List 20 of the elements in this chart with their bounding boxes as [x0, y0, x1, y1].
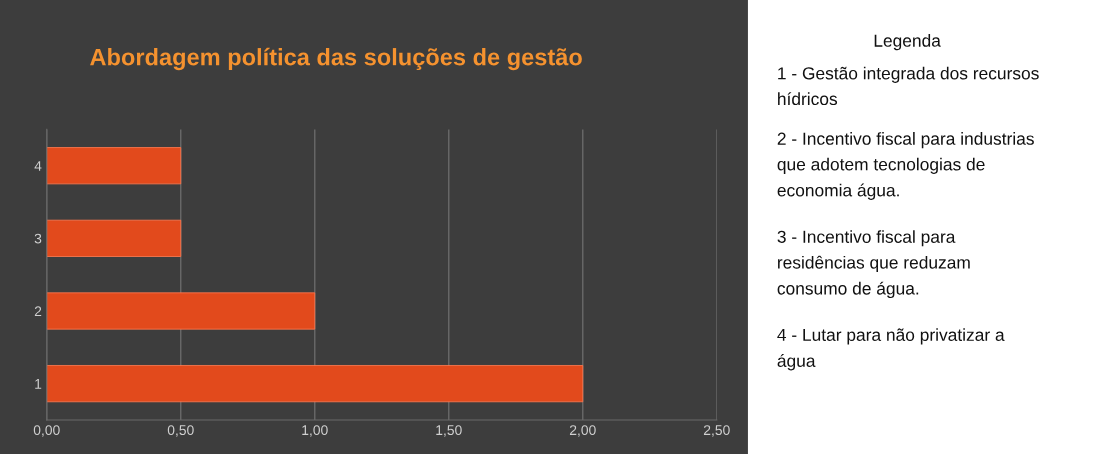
y-tick-label: 3	[34, 233, 42, 244]
bar	[46, 292, 316, 330]
y-tick-label: 1	[35, 379, 42, 389]
y-tick-label: 2	[34, 306, 42, 317]
chart-title: Abordagem política das soluções de gestão	[90, 47, 582, 71]
x-tick-label: 0,00	[33, 425, 60, 437]
text: 4 - Lutar para não privatizar a água	[777, 328, 1005, 371]
x-tick-label: 2,50	[703, 425, 730, 437]
text: 1 - Gestão integrada dos recursos hídricos	[778, 66, 1039, 106]
y-tick-label: 4	[34, 161, 42, 171]
x-tick-label: 2,00	[569, 425, 596, 437]
x-tick-label: 1,50	[436, 425, 462, 437]
text: 2 - Incentivo fiscal para industrias que adotem tecnologias de economia água.	[777, 132, 1034, 200]
text: 3 - Incentivo fiscal para residências que reduzam consumo de água.	[777, 230, 970, 299]
x-tick-label: 0,50	[167, 425, 194, 437]
bar	[46, 147, 182, 185]
x-tick-label: 1,00	[302, 425, 328, 437]
bar	[46, 365, 584, 403]
text: Legenda	[874, 34, 941, 51]
bar	[46, 219, 182, 257]
